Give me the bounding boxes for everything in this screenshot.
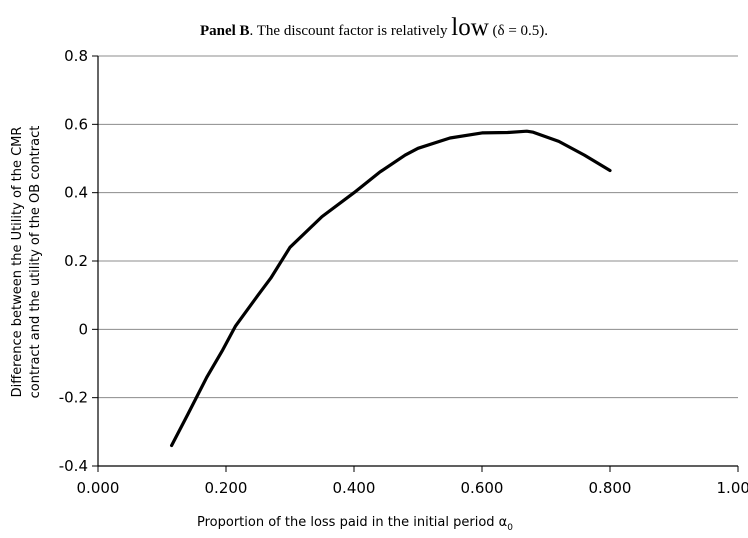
x-tick-label: 0.000 [77,479,120,497]
x-tick-label: 0.800 [589,479,632,497]
title-emphasis: low [451,14,489,41]
panel-label: Panel B [199,23,250,39]
y-tick-label: 0.6 [64,115,88,133]
y-axis-label-line2: contract and the utility of the OB contr… [28,126,43,399]
x-tick-label: 0.200 [205,479,248,497]
series-line [170,129,612,448]
axes [92,55,739,472]
y-axis-label-line1: Difference between the Utility of the CM… [10,127,25,398]
x-axis-label: Proportion of the loss paid in the initi… [197,515,513,533]
y-tick-label: 0 [78,320,88,338]
chart-title: Panel B. The discount factor is relative… [0,14,748,42]
x-tick-label: 0.600 [461,479,504,497]
y-tick-label: -0.4 [59,457,88,475]
y-tick-label: -0.2 [59,389,88,407]
x-axis-label-text: Proportion of the loss paid in the initi… [197,515,507,530]
title-text: . The discount factor is relatively [249,23,452,39]
x-axis-label-subscript: 0 [507,523,513,533]
x-tick-label: 1.000 [717,479,748,497]
y-tick-label: 0.2 [64,252,88,270]
tick-labels: -0.4 -0.2 0 0.2 0.4 0.6 0.8 0.000 0.200 0.400 0.60… [59,47,748,497]
grid-lines [98,55,738,399]
y-tick-label: 0.4 [64,184,88,202]
y-tick-label: 0.8 [64,47,88,65]
series-group [170,129,612,448]
x-tick-label: 0.400 [333,479,376,497]
title-tail: (δ = 0.5). [488,23,549,39]
